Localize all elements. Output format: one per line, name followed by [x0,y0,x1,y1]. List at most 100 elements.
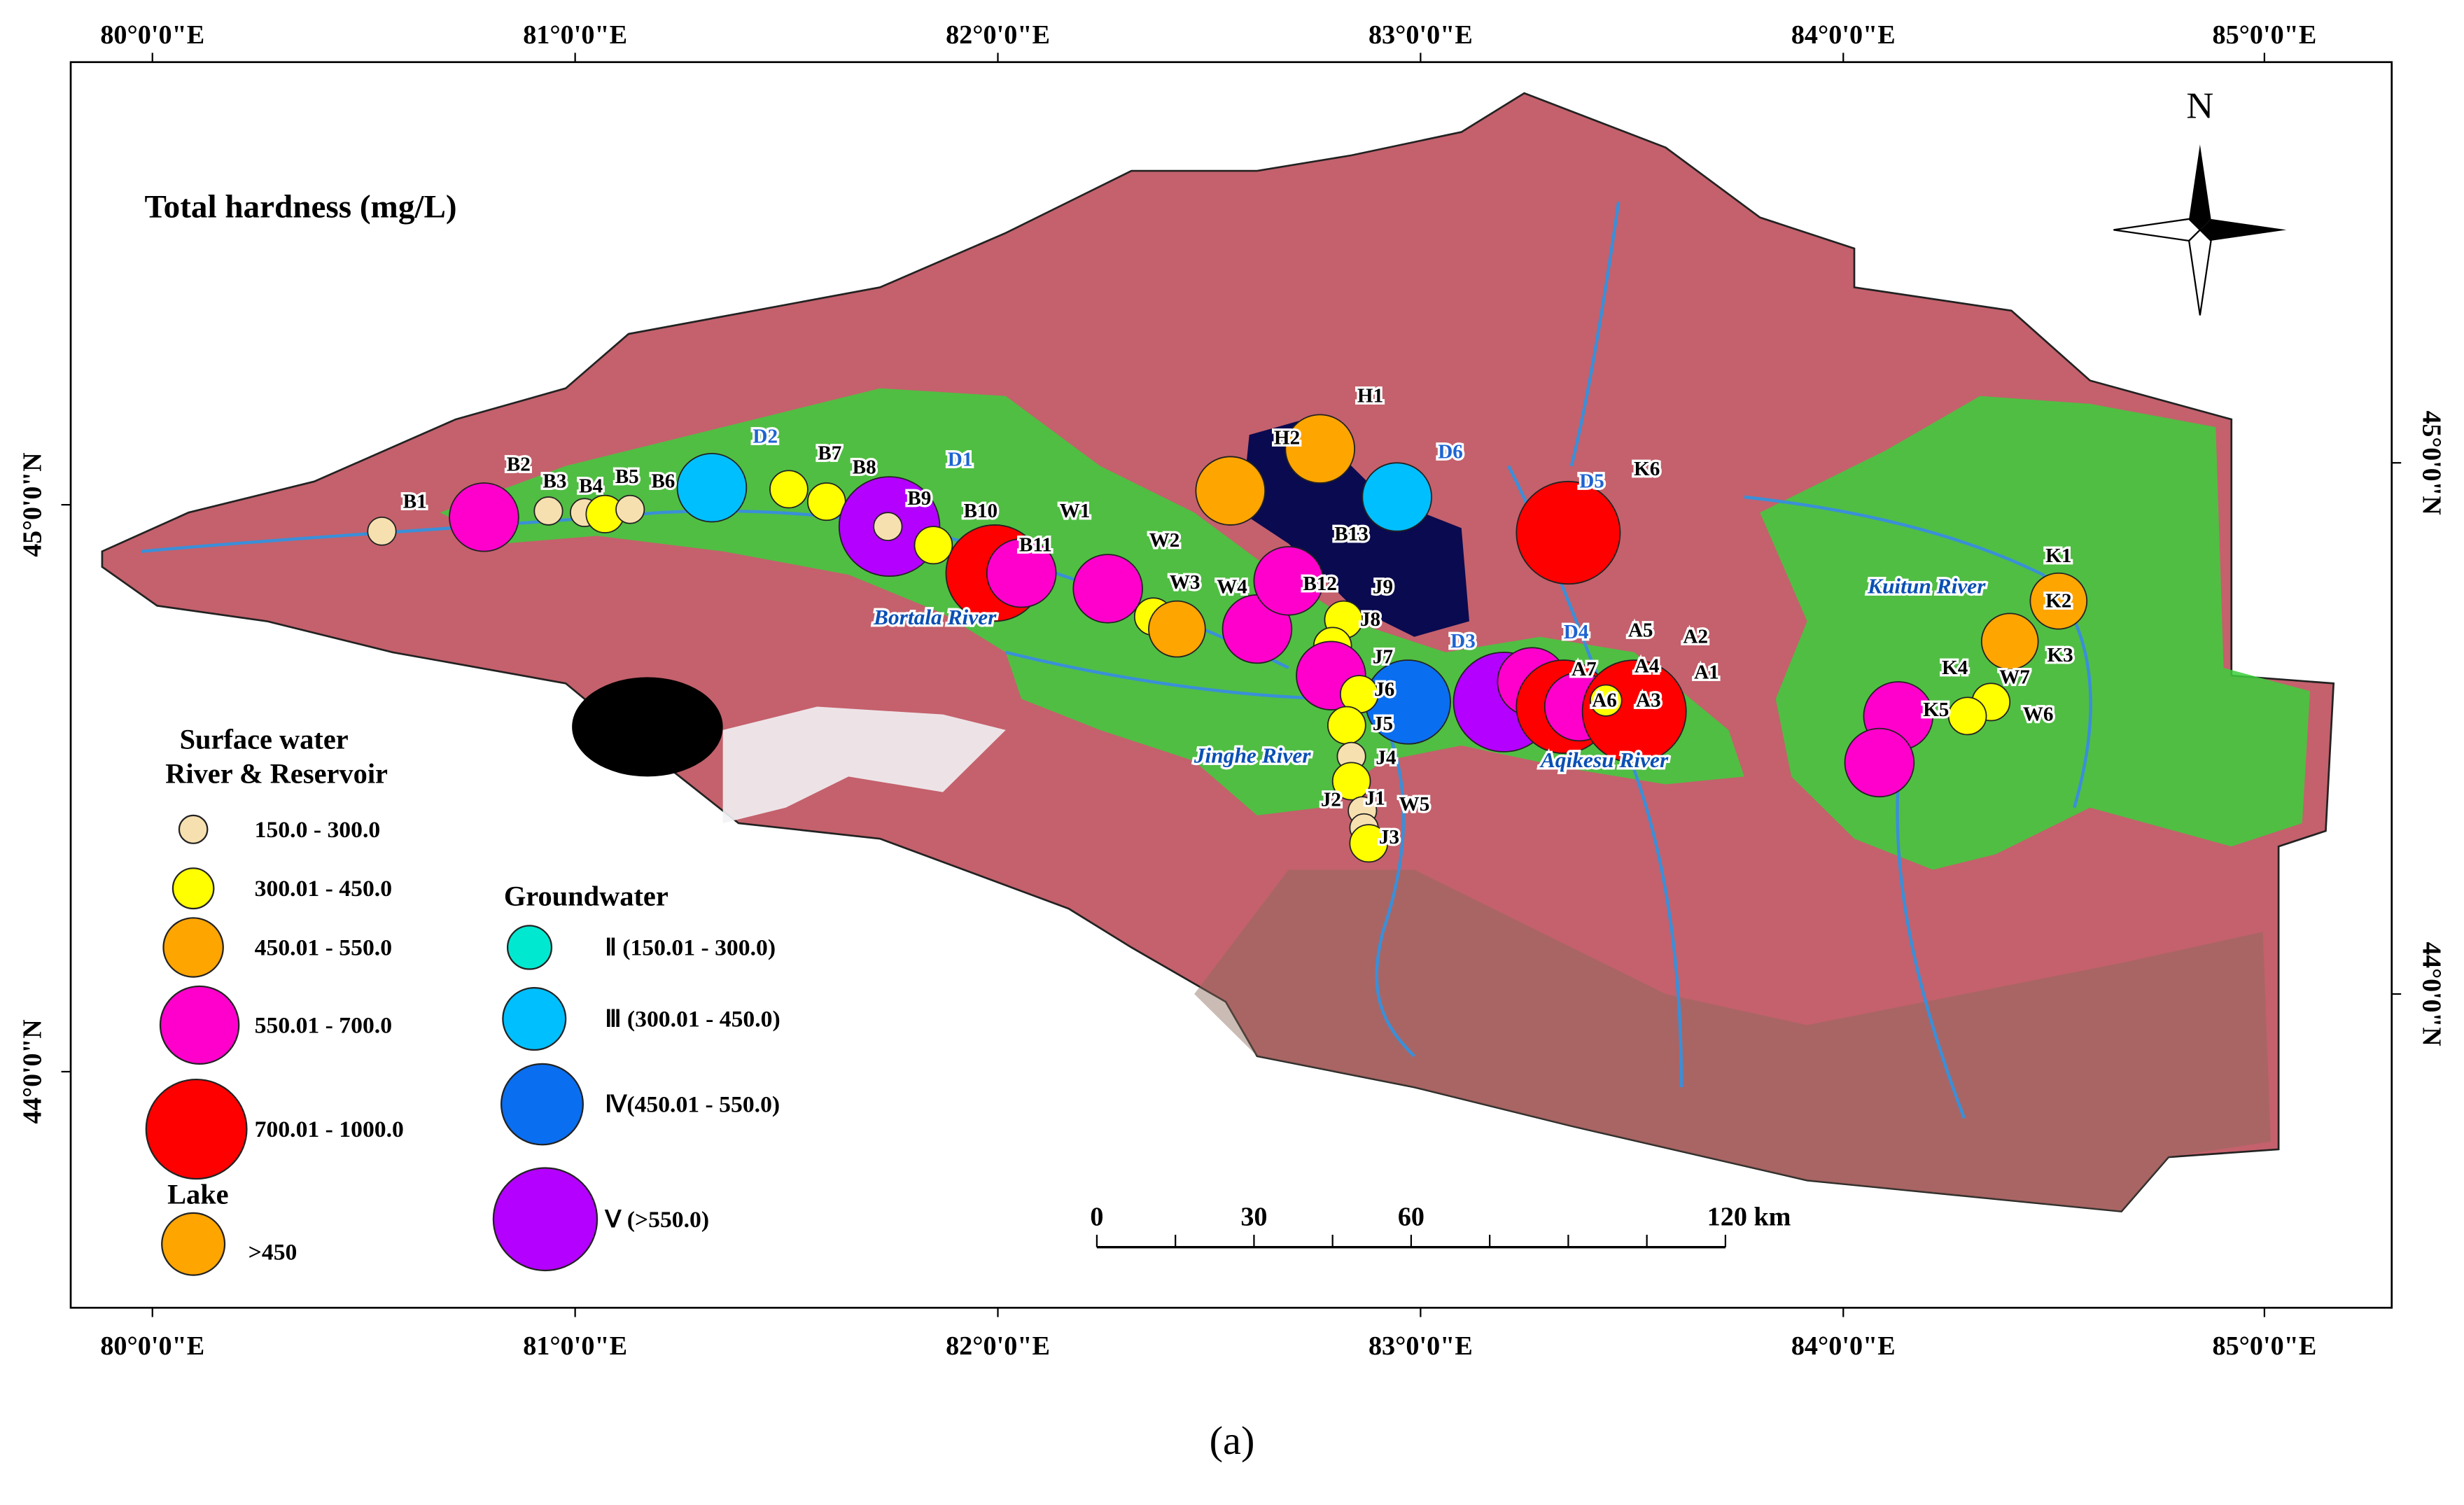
longitude-label: 82°0'0"E [946,20,1050,50]
legend-label: Ⅱ (150.01 - 300.0) [605,935,776,961]
sample-site [1349,824,1389,863]
site-label: B9 [907,487,931,510]
site-label: A2 [1683,626,1708,648]
site-label: A7 [1572,658,1597,680]
site-label: K4 [1942,657,1968,679]
river-label: Aqikesu River [1539,748,1669,772]
latitude-label: 45°0'0"N [2417,411,2446,515]
site-label: W3 [1170,571,1200,594]
compass-point [2199,218,2287,241]
site-label: J9 [1373,576,1393,598]
sample-site [769,470,808,509]
site-label: D6 [1438,441,1463,463]
site-label: B7 [818,442,841,465]
sample-site [1516,480,1621,585]
map-title: Total hardness (mg/L) [145,189,457,225]
legend-title: Lake [167,1179,229,1210]
site-label: J7 [1373,646,1393,668]
site-label: K5 [1923,699,1949,721]
site-label: A5 [1628,620,1653,642]
legend-title: River & Reservoir [165,757,388,789]
site-label: B12 [1303,573,1337,595]
site-label: J3 [1379,826,1399,848]
site-label: B6 [651,470,675,493]
site-label: W4 [1217,576,1247,598]
site-label: B2 [507,453,531,475]
scale-label: 120 km [1707,1203,1791,1232]
site-label: A1 [1694,662,1719,684]
legend-label: 150.0 - 300.0 [255,817,381,843]
site-label: H2 [1274,427,1300,449]
site-label: A4 [1634,655,1660,678]
snow [722,706,1006,823]
sample-site [1072,554,1143,624]
legend-symbol [159,985,240,1065]
site-label: D1 [948,449,973,471]
latitude-label: 44°0'0"N [2417,941,2446,1046]
longitude-label: 81°0'0"E [523,20,627,50]
river-line [1744,495,2092,808]
site-label: J8 [1360,608,1380,631]
longitude-label: 83°0'0"E [1368,20,1473,50]
legend-label: Ⅲ (300.01 - 450.0) [605,1007,780,1032]
legend-label: Ⅴ (>550.0) [604,1207,709,1233]
compass-point [2189,144,2211,230]
legend-symbol [145,1078,248,1180]
sample-site [986,538,1057,608]
sample-site [449,482,519,552]
legend-label: >450 [248,1240,298,1266]
sample-site [873,512,903,542]
legend-symbol [172,867,215,910]
sample-site [1844,727,1915,798]
longitude-label: 80°0'0"E [100,1331,204,1361]
river-label: Kuitun River [1867,574,1986,598]
site-label: D2 [752,425,778,447]
river-line [1569,202,1620,467]
legend-symbol [500,1063,584,1146]
latitude-label: 44°0'0"N [18,1019,47,1124]
sample-site [676,452,748,523]
site-label: B1 [403,491,427,513]
caption: (a) [1210,1418,1255,1463]
site-label: K2 [2045,590,2071,612]
sample-site [533,496,564,526]
legend-title: Surface water [180,724,349,755]
sample-site [1589,684,1623,717]
site-label: H1 [1357,385,1383,407]
legend-label: 700.01 - 1000.0 [255,1116,404,1142]
site-label: B4 [579,475,603,498]
longitude-label: 81°0'0"E [523,1331,627,1361]
site-label: D5 [1579,470,1604,493]
legend-symbol [161,1212,226,1276]
site-label: B11 [1019,534,1052,556]
site-label: J1 [1365,787,1385,809]
hills [1194,869,2271,1212]
site-label: B3 [542,470,566,493]
longitude-label: 85°0'0"E [2212,20,2316,50]
site-label: W6 [2023,704,2054,726]
scale-label: 0 [1090,1203,1103,1232]
site-label: B5 [615,465,639,488]
scale-label: 60 [1398,1203,1424,1232]
river-label: Bortala River [873,605,997,629]
latitude-label: 45°0'0"N [18,453,47,557]
sample-site [1331,762,1371,801]
longitude-label: 84°0'0"E [1791,1331,1896,1361]
site-label: J6 [1374,678,1394,701]
sample-site [1253,546,1324,616]
site-label: W5 [1399,793,1430,816]
legend-symbol [492,1167,598,1272]
sample-site [1148,600,1206,658]
sample-site [1284,414,1355,484]
longitude-label: 80°0'0"E [100,20,204,50]
legend-symbol [178,814,209,844]
site-label: B8 [853,456,876,479]
site-label: J5 [1373,713,1393,735]
longitude-label: 84°0'0"E [1791,20,1896,50]
river-line [1896,745,1966,1119]
site-label: D4 [1564,621,1589,643]
sample-site [1195,456,1266,526]
site-label: K3 [2047,644,2073,666]
sample-site [1362,462,1432,532]
